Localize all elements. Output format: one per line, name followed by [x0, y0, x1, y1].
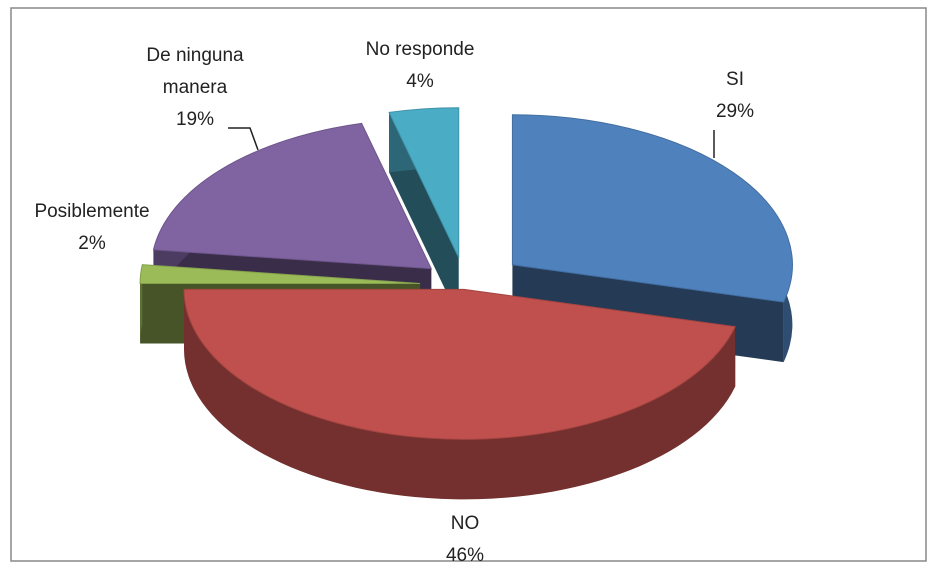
category-label: Posiblemente	[34, 201, 150, 222]
category-label: De ninguna manera	[146, 45, 244, 98]
slice	[183, 288, 736, 440]
category-label: No responde	[365, 39, 475, 60]
value-label: 2%	[78, 233, 106, 254]
slice	[152, 122, 433, 270]
category-label: NO	[450, 513, 480, 534]
value-label: 46%	[445, 545, 485, 566]
slice-wall	[140, 264, 143, 344]
data-label: No responde 4%	[366, 34, 475, 98]
value-label: 19%	[175, 109, 215, 130]
data-label: De ninguna manera 19%	[130, 40, 260, 136]
data-label: NO 46%	[446, 508, 484, 572]
value-label: 4%	[406, 71, 434, 92]
category-label: SI	[726, 69, 744, 90]
data-label: SI 29%	[716, 64, 754, 128]
slice-wall	[183, 289, 736, 500]
value-label: 29%	[715, 101, 755, 122]
slice	[388, 107, 460, 258]
data-label: Posiblemente 2%	[34, 196, 149, 260]
slice	[511, 114, 793, 303]
slice	[139, 264, 421, 284]
leader-line	[228, 127, 259, 151]
